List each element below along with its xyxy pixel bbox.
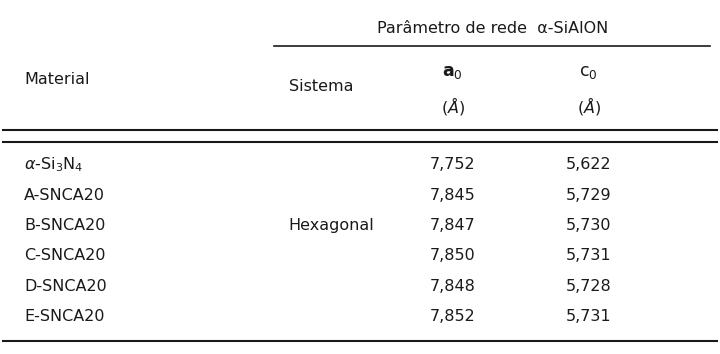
Text: Parâmetro de rede  α-SiAlON: Parâmetro de rede α-SiAlON bbox=[377, 21, 608, 36]
Text: $\mathrm{c}_0$: $\mathrm{c}_0$ bbox=[580, 63, 598, 81]
Text: B-SNCA20: B-SNCA20 bbox=[24, 218, 106, 233]
Text: $\alpha$-Si$_3$N$_4$: $\alpha$-Si$_3$N$_4$ bbox=[24, 155, 84, 174]
Text: 5,622: 5,622 bbox=[566, 157, 611, 172]
Text: D-SNCA20: D-SNCA20 bbox=[24, 279, 107, 293]
Text: $\mathbf{a}_0$: $\mathbf{a}_0$ bbox=[443, 63, 463, 81]
Text: 5,731: 5,731 bbox=[566, 248, 611, 263]
Text: 5,730: 5,730 bbox=[566, 218, 611, 233]
Text: Hexagonal: Hexagonal bbox=[289, 218, 374, 233]
Text: 7,852: 7,852 bbox=[430, 309, 476, 324]
Text: C-SNCA20: C-SNCA20 bbox=[24, 248, 106, 263]
Text: 7,848: 7,848 bbox=[430, 279, 476, 293]
Text: Material: Material bbox=[24, 72, 90, 87]
Text: 5,731: 5,731 bbox=[566, 309, 611, 324]
Text: 5,729: 5,729 bbox=[566, 188, 611, 202]
Text: 7,845: 7,845 bbox=[430, 188, 476, 202]
Text: 7,847: 7,847 bbox=[430, 218, 476, 233]
Text: A-SNCA20: A-SNCA20 bbox=[24, 188, 105, 202]
Text: 7,752: 7,752 bbox=[430, 157, 476, 172]
Text: 7,850: 7,850 bbox=[430, 248, 476, 263]
Text: 5,728: 5,728 bbox=[566, 279, 611, 293]
Text: $(\AA)$: $(\AA)$ bbox=[577, 95, 600, 116]
Text: E-SNCA20: E-SNCA20 bbox=[24, 309, 104, 324]
Text: $(\AA)$: $(\AA)$ bbox=[441, 95, 465, 116]
Text: Sistema: Sistema bbox=[289, 79, 353, 94]
